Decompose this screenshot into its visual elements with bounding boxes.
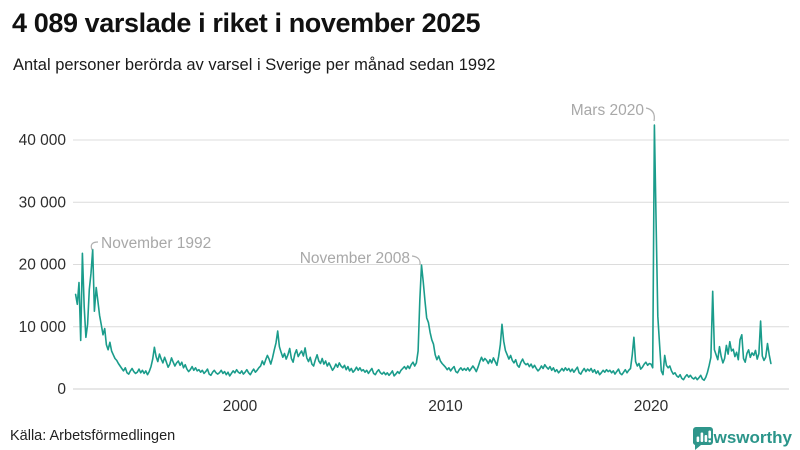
newsworthy-logo[interactable]: Newsworthy bbox=[692, 426, 792, 450]
series-line bbox=[74, 124, 772, 382]
y-tick-label: 20 000 bbox=[19, 257, 67, 274]
y-tick-label: 40 000 bbox=[19, 132, 67, 149]
annotation-mars-2020: Mars 2020 bbox=[571, 102, 645, 119]
x-axis-labels: 2000 2010 2020 bbox=[223, 398, 669, 415]
y-axis-labels: 40 000 30 000 20 000 10 000 0 bbox=[19, 132, 67, 398]
chart-subtitle: Antal personer berörda av varsel i Sveri… bbox=[13, 56, 496, 74]
annotations: November 1992 November 2008 Mars 2020 bbox=[90, 102, 655, 267]
annotation-november-2008: November 2008 bbox=[300, 250, 410, 267]
page-title: 4 089 varslade i riket i november 2025 bbox=[12, 8, 481, 38]
y-tick-label: 30 000 bbox=[19, 195, 67, 212]
annotation-connector-2020 bbox=[645, 107, 655, 122]
newsworthy-bars-icon bbox=[692, 427, 713, 450]
y-tick-label: 0 bbox=[57, 381, 66, 398]
gridlines bbox=[73, 139, 789, 390]
source-text: Källa: Arbetsförmedlingen bbox=[10, 428, 176, 444]
annotation-connector-1992 bbox=[90, 241, 99, 251]
annotation-november-1992: November 1992 bbox=[101, 235, 211, 252]
brand-name: Newsworthy bbox=[691, 428, 792, 447]
y-tick-label: 10 000 bbox=[19, 319, 67, 336]
x-tick-label: 2020 bbox=[634, 398, 669, 415]
x-tick-label: 2000 bbox=[223, 398, 258, 415]
annotation-connector-2008 bbox=[411, 255, 421, 266]
x-tick-label: 2010 bbox=[428, 398, 463, 415]
